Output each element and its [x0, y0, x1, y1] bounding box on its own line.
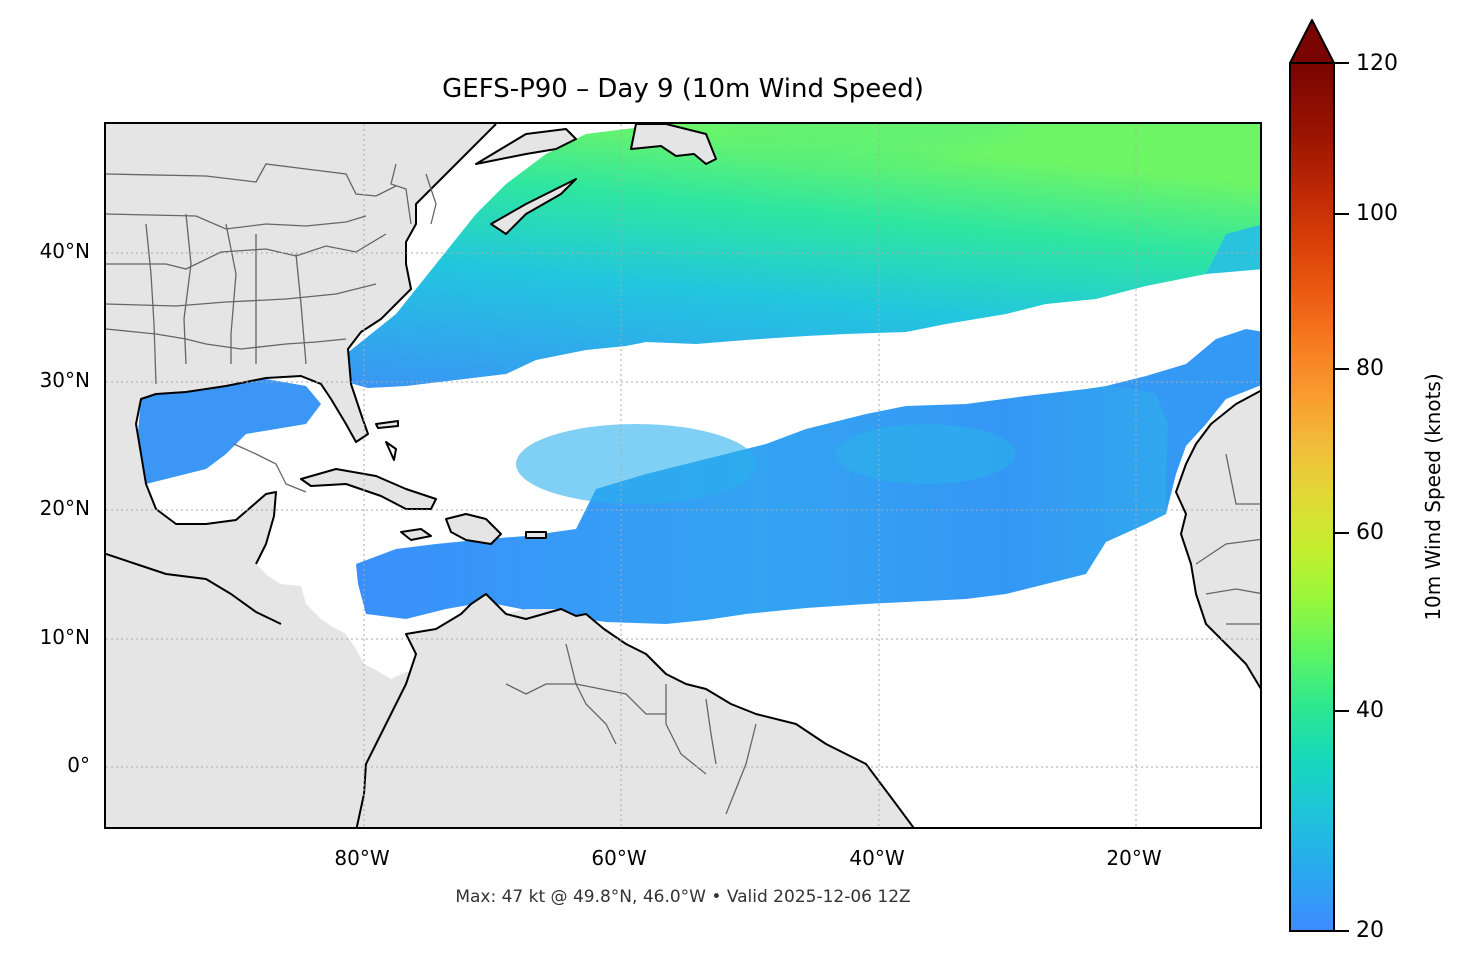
colorbar-label-100: 100 — [1356, 201, 1398, 226]
colorbar-title: 10m Wind Speed (knots) — [1421, 373, 1445, 621]
colorbar-label-20: 20 — [1356, 918, 1384, 943]
x-tick-60w: 60°W — [591, 846, 647, 870]
colorbar-tick-mark — [1335, 213, 1349, 215]
wind-field-trade-winds — [356, 386, 1168, 624]
colorbar-extend-arrow-icon — [1289, 19, 1335, 64]
chart-title: GEFS-P90 – Day 9 (10m Wind Speed) — [442, 74, 924, 104]
y-tick-30n: 30°N — [39, 368, 90, 392]
map-canvas — [106, 124, 1260, 827]
colorbar-label-80: 80 — [1356, 356, 1384, 381]
max-value-footnote: Max: 47 kt @ 49.8°N, 46.0°W • Valid 2025… — [455, 887, 911, 907]
colorbar-tick-mark — [1335, 930, 1349, 932]
x-tick-20w: 20°W — [1106, 846, 1162, 870]
colorbar-tick-mark — [1335, 710, 1349, 712]
gridlines — [106, 124, 1260, 827]
x-tick-80w: 80°W — [334, 846, 390, 870]
colorbar-label-60: 60 — [1356, 520, 1384, 545]
land-masses — [106, 124, 1260, 827]
colorbar — [1289, 62, 1335, 932]
internal-borders — [106, 163, 1260, 815]
colorbar-label-40: 40 — [1356, 698, 1384, 723]
x-tick-40w: 40°W — [849, 846, 905, 870]
y-tick-0: 0° — [67, 753, 90, 777]
map-plot-area[interactable] — [104, 122, 1262, 829]
colorbar-label-120: 120 — [1356, 51, 1398, 76]
y-tick-40n: 40°N — [39, 239, 90, 263]
colorbar-tick-mark — [1335, 532, 1349, 534]
y-tick-20n: 20°N — [39, 496, 90, 520]
wind-field-gulf-of-mexico — [136, 379, 321, 484]
colorbar-tick-mark — [1335, 62, 1349, 64]
colorbar-tick-mark — [1335, 368, 1349, 370]
wind-field-north-atlantic — [346, 124, 1260, 388]
y-tick-10n: 10°N — [39, 625, 90, 649]
